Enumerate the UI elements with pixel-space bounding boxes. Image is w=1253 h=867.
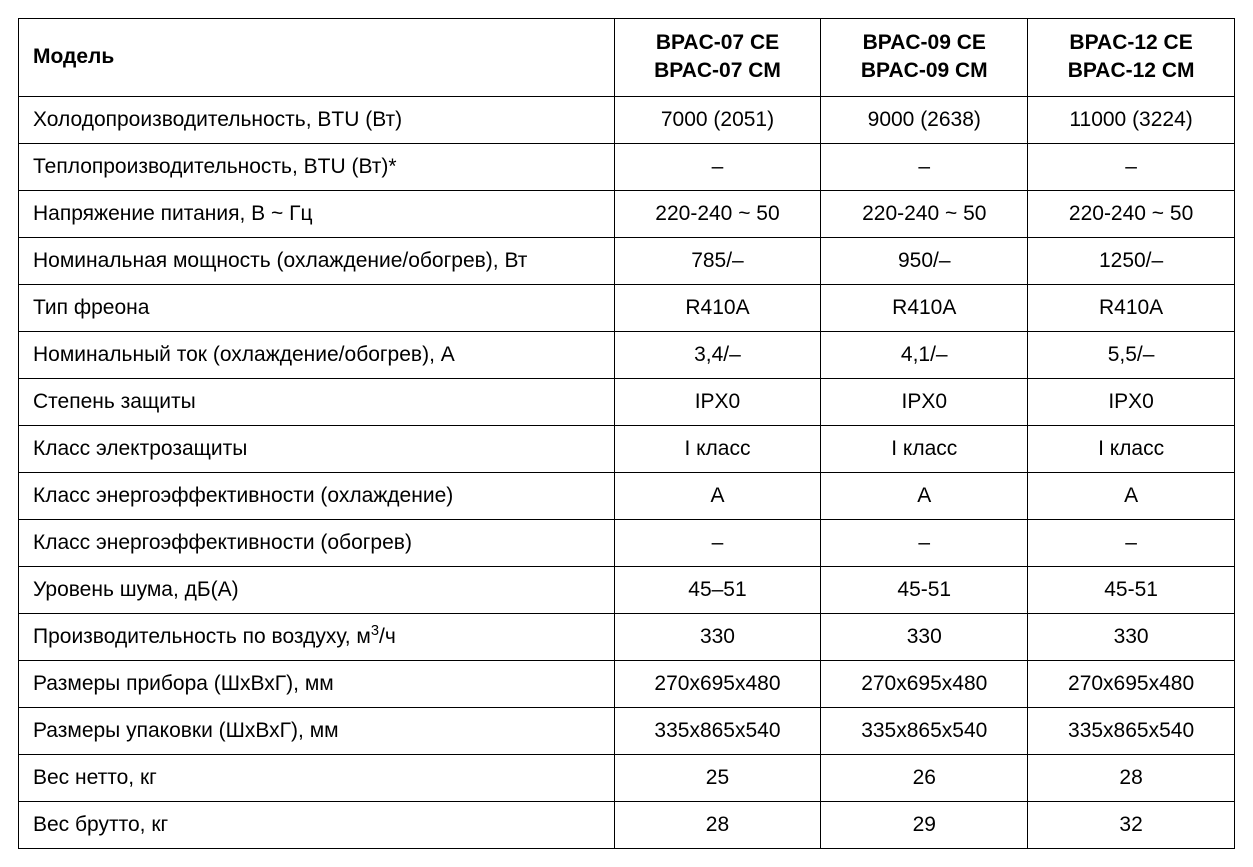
cell-value: 11000 (3224) (1028, 96, 1235, 143)
table-row: Класс электрозащитыI классI классI класс (19, 425, 1235, 472)
table-row: Размеры прибора (ШхВхГ), мм270x695x48027… (19, 660, 1235, 707)
table-body: Холодопроизводительность, BTU (Вт)7000 (… (19, 96, 1235, 848)
cell-value: I класс (1028, 425, 1235, 472)
cell-value: – (821, 143, 1028, 190)
cell-value: 32 (1028, 801, 1235, 848)
cell-value: 335x865x540 (614, 707, 821, 754)
cell-value: 4,1/– (821, 331, 1028, 378)
table-row: Производительность по воздуху, м3/ч33033… (19, 613, 1235, 660)
table-row: Напряжение питания, В ~ Гц220-240 ~ 5022… (19, 190, 1235, 237)
header-col-2-line2: BPAC-12 CM (1068, 59, 1195, 82)
cell-value: I класс (821, 425, 1028, 472)
table-row: Вес брутто, кг282932 (19, 801, 1235, 848)
cell-value: A (614, 472, 821, 519)
cell-value: 270x695x480 (1028, 660, 1235, 707)
header-col-0-line1: BPAC-07 CE (656, 31, 779, 54)
row-label: Номинальный ток (охлаждение/обогрев), А (19, 331, 615, 378)
cell-value: 330 (1028, 613, 1235, 660)
cell-value: 3,4/– (614, 331, 821, 378)
cell-value: 1250/– (1028, 237, 1235, 284)
table-row: Номинальный ток (охлаждение/обогрев), А3… (19, 331, 1235, 378)
spec-table: Модель BPAC-07 CE BPAC-07 CM BPAC-09 CE … (18, 18, 1235, 849)
table-header-row: Модель BPAC-07 CE BPAC-07 CM BPAC-09 CE … (19, 19, 1235, 97)
header-col-2: BPAC-12 CE BPAC-12 CM (1028, 19, 1235, 97)
cell-value: 45-51 (821, 566, 1028, 613)
cell-value: 785/– (614, 237, 821, 284)
cell-value: IPX0 (614, 378, 821, 425)
cell-value: 330 (614, 613, 821, 660)
table-row: Размеры упаковки (ШхВхГ), мм335x865x5403… (19, 707, 1235, 754)
table-row: Тип фреонаR410AR410AR410A (19, 284, 1235, 331)
header-col-0-line2: BPAC-07 CM (654, 59, 781, 82)
header-col-1-line2: BPAC-09 CM (861, 59, 988, 82)
cell-value: 220-240 ~ 50 (614, 190, 821, 237)
row-label: Номинальная мощность (охлаждение/обогрев… (19, 237, 615, 284)
cell-value: IPX0 (821, 378, 1028, 425)
cell-value: 220-240 ~ 50 (821, 190, 1028, 237)
table-row: Теплопроизводительность, BTU (Вт)*––– (19, 143, 1235, 190)
row-label: Холодопроизводительность, BTU (Вт) (19, 96, 615, 143)
cell-value: 26 (821, 754, 1028, 801)
row-label-text: Производительность по воздуху, м (33, 625, 371, 648)
row-label: Размеры упаковки (ШхВхГ), мм (19, 707, 615, 754)
cell-value: 335x865x540 (1028, 707, 1235, 754)
cell-value: 270x695x480 (821, 660, 1028, 707)
cell-value: 28 (614, 801, 821, 848)
cell-value: A (821, 472, 1028, 519)
header-col-2-line1: BPAC-12 CE (1069, 31, 1192, 54)
cell-value: 45–51 (614, 566, 821, 613)
cell-value: IPX0 (1028, 378, 1235, 425)
cell-value: 28 (1028, 754, 1235, 801)
cell-value: R410A (1028, 284, 1235, 331)
cell-value: – (821, 519, 1028, 566)
cell-value: 25 (614, 754, 821, 801)
row-label: Класс энергоэффективности (охлаждение) (19, 472, 615, 519)
cell-value: 7000 (2051) (614, 96, 821, 143)
cell-value: – (614, 519, 821, 566)
header-col-1: BPAC-09 CE BPAC-09 CM (821, 19, 1028, 97)
row-label: Производительность по воздуху, м3/ч (19, 613, 615, 660)
row-label: Размеры прибора (ШхВхГ), мм (19, 660, 615, 707)
row-label: Уровень шума, дБ(A) (19, 566, 615, 613)
cell-value: – (614, 143, 821, 190)
cell-value: 270x695x480 (614, 660, 821, 707)
table-row: Холодопроизводительность, BTU (Вт)7000 (… (19, 96, 1235, 143)
cell-value: – (1028, 519, 1235, 566)
header-col-1-line1: BPAC-09 CE (863, 31, 986, 54)
row-label: Напряжение питания, В ~ Гц (19, 190, 615, 237)
cell-value: 220-240 ~ 50 (1028, 190, 1235, 237)
header-model-label: Модель (19, 19, 615, 97)
cell-value: I класс (614, 425, 821, 472)
row-label: Класс энергоэффективности (обогрев) (19, 519, 615, 566)
cell-value: R410A (614, 284, 821, 331)
table-row: Степень защитыIPX0IPX0IPX0 (19, 378, 1235, 425)
cell-value: 29 (821, 801, 1028, 848)
cell-value: 45-51 (1028, 566, 1235, 613)
cell-value: 9000 (2638) (821, 96, 1028, 143)
row-label: Вес брутто, кг (19, 801, 615, 848)
header-col-0: BPAC-07 CE BPAC-07 CM (614, 19, 821, 97)
row-label: Степень защиты (19, 378, 615, 425)
table-row: Номинальная мощность (охлаждение/обогрев… (19, 237, 1235, 284)
row-label: Теплопроизводительность, BTU (Вт)* (19, 143, 615, 190)
row-label: Тип фреона (19, 284, 615, 331)
table-row: Класс энергоэффективности (обогрев)––– (19, 519, 1235, 566)
table-row: Уровень шума, дБ(A)45–5145-5145-51 (19, 566, 1235, 613)
cell-value: 330 (821, 613, 1028, 660)
cell-value: 335x865x540 (821, 707, 1028, 754)
cell-value: A (1028, 472, 1235, 519)
cell-value: 950/– (821, 237, 1028, 284)
cell-value: R410A (821, 284, 1028, 331)
row-label: Вес нетто, кг (19, 754, 615, 801)
row-label-text: /ч (379, 625, 396, 648)
row-label-sup: 3 (371, 623, 379, 639)
table-row: Класс энергоэффективности (охлаждение)AA… (19, 472, 1235, 519)
table-row: Вес нетто, кг252628 (19, 754, 1235, 801)
cell-value: 5,5/– (1028, 331, 1235, 378)
cell-value: – (1028, 143, 1235, 190)
row-label: Класс электрозащиты (19, 425, 615, 472)
